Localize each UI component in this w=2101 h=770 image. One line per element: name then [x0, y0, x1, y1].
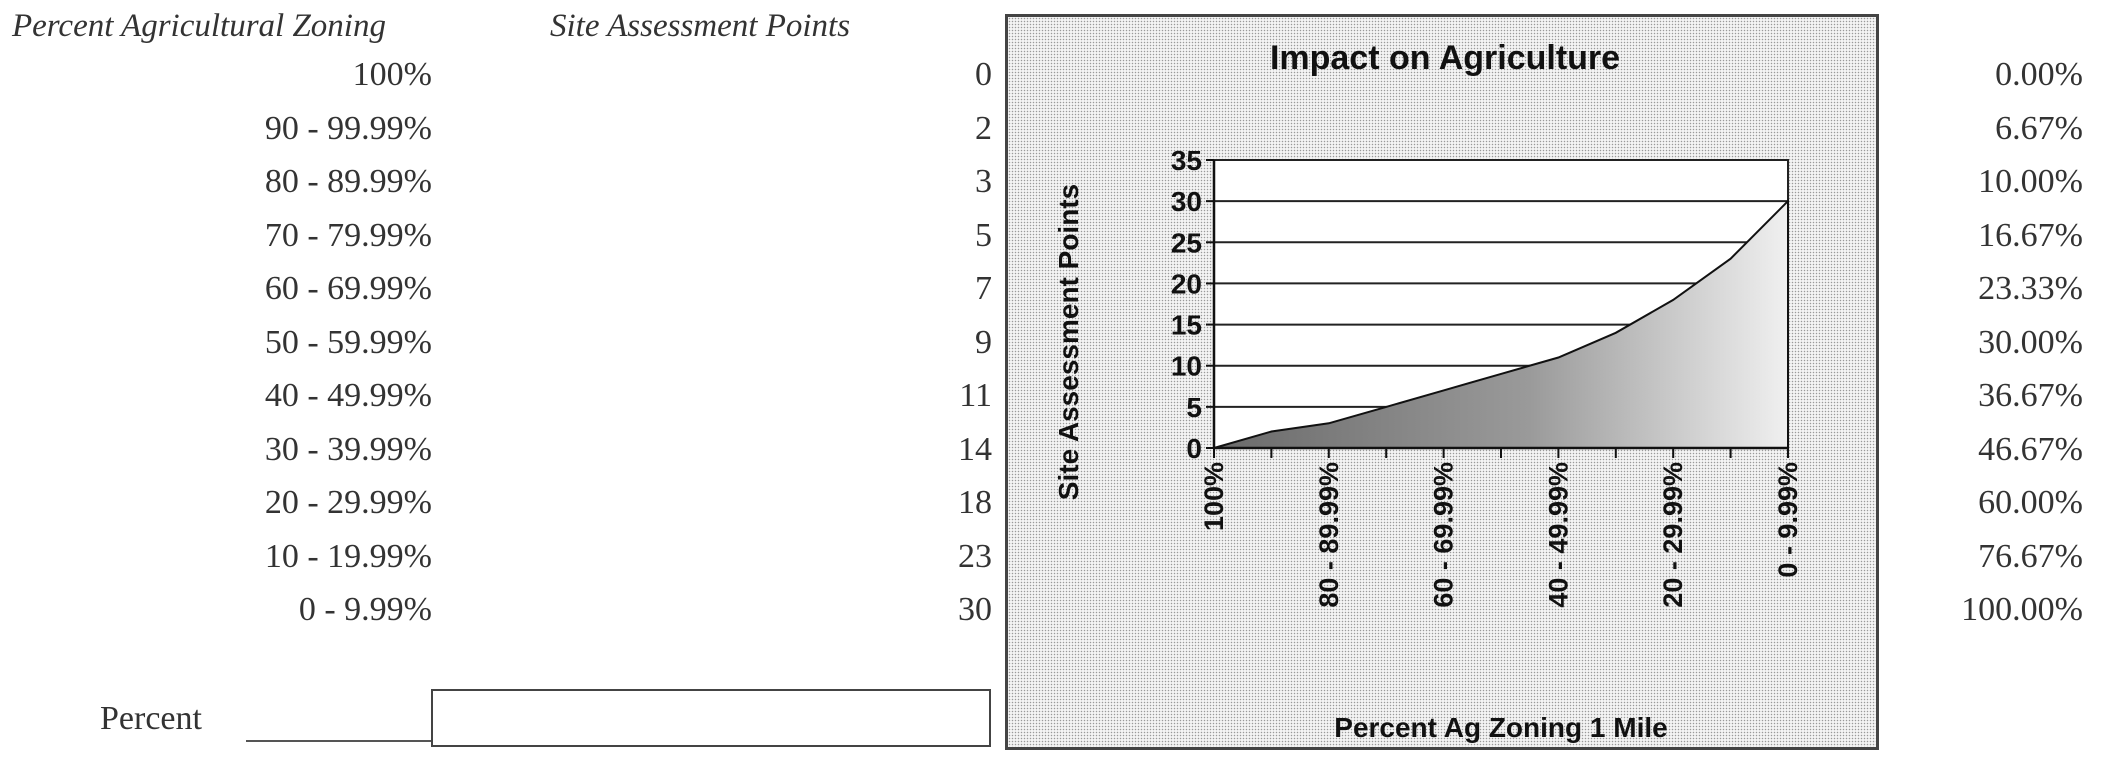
percent-value: 36.67%	[1978, 377, 2083, 414]
percent-value: 10.00%	[1978, 163, 2083, 200]
y-tick-label: 5	[1186, 392, 1202, 423]
x-tick-label: 0 - 9.99%	[1773, 462, 1803, 578]
site-points-value: 3	[975, 163, 992, 200]
chart-title: Impact on Agriculture	[1270, 39, 1620, 77]
y-tick-label: 25	[1171, 227, 1202, 258]
percent-value: 6.67%	[1995, 110, 2083, 147]
zoning-range-label: 10 - 19.99%	[264, 538, 432, 575]
percent-underline	[246, 740, 431, 742]
zoning-column-header: Percent Agricultural Zoning	[12, 8, 386, 44]
percent-input[interactable]	[431, 689, 991, 747]
site-points-value: 14	[958, 431, 992, 468]
percent-value: 76.67%	[1978, 538, 2083, 575]
zoning-range-label: 30 - 39.99%	[264, 431, 432, 468]
percent-value: 23.33%	[1978, 270, 2083, 307]
impact-chart: 0 5 10 15 20 25 30 35 100% 80 - 89.99% 60 - 69.99…	[1005, 14, 1879, 750]
zoning-range-label: 70 - 79.99%	[264, 217, 432, 254]
zoning-range-label: 90 - 99.99%	[264, 110, 432, 147]
site-points-value: 5	[975, 217, 992, 254]
zoning-range-label: 80 - 89.99%	[264, 163, 432, 200]
x-tick-label: 20 - 29.99%	[1658, 462, 1688, 608]
percent-value: 0.00%	[1995, 56, 2083, 93]
site-points-value: 30	[958, 591, 992, 628]
x-axis-label: Percent Ag Zoning 1 Mile	[1334, 712, 1667, 743]
x-tick-label: 100%	[1199, 462, 1229, 531]
percent-label: Percent	[100, 700, 202, 737]
y-tick-label: 15	[1171, 310, 1202, 341]
site-points-value: 18	[958, 484, 992, 521]
zoning-range-label: 40 - 49.99%	[264, 377, 432, 414]
y-tick-label: 30	[1171, 186, 1202, 217]
percent-value: 30.00%	[1978, 324, 2083, 361]
site-points-value: 7	[975, 270, 992, 307]
y-tick-label: 20	[1171, 268, 1202, 299]
zoning-range-label: 50 - 59.99%	[264, 324, 432, 361]
points-column-header: Site Assessment Points	[550, 8, 851, 44]
y-tick-label: 35	[1171, 145, 1202, 176]
y-tick-label: 10	[1171, 351, 1202, 382]
x-tick-label: 40 - 49.99%	[1543, 462, 1573, 608]
percent-value: 46.67%	[1978, 431, 2083, 468]
zoning-range-label: 20 - 29.99%	[264, 484, 432, 521]
percent-value: 100.00%	[1961, 591, 2083, 628]
y-tick-label: 0	[1186, 433, 1202, 464]
site-points-value: 0	[975, 56, 992, 93]
site-points-value: 23	[958, 538, 992, 575]
site-points-value: 9	[975, 324, 992, 361]
x-tick-label: 60 - 69.99%	[1429, 462, 1459, 608]
chart-svg: 0 5 10 15 20 25 30 35 100% 80 - 89.99% 60 - 69.99…	[1053, 39, 1803, 743]
zoning-range-label: 100%	[352, 56, 432, 93]
site-points-value: 11	[959, 377, 992, 414]
zoning-range-label: 0 - 9.99%	[298, 591, 432, 628]
x-tick-label: 80 - 89.99%	[1314, 462, 1344, 608]
y-axis-label: Site Assessment Points	[1053, 184, 1084, 500]
percent-value: 60.00%	[1978, 484, 2083, 521]
site-points-value: 2	[975, 110, 992, 147]
percent-value: 16.67%	[1978, 217, 2083, 254]
zoning-range-label: 60 - 69.99%	[264, 270, 432, 307]
